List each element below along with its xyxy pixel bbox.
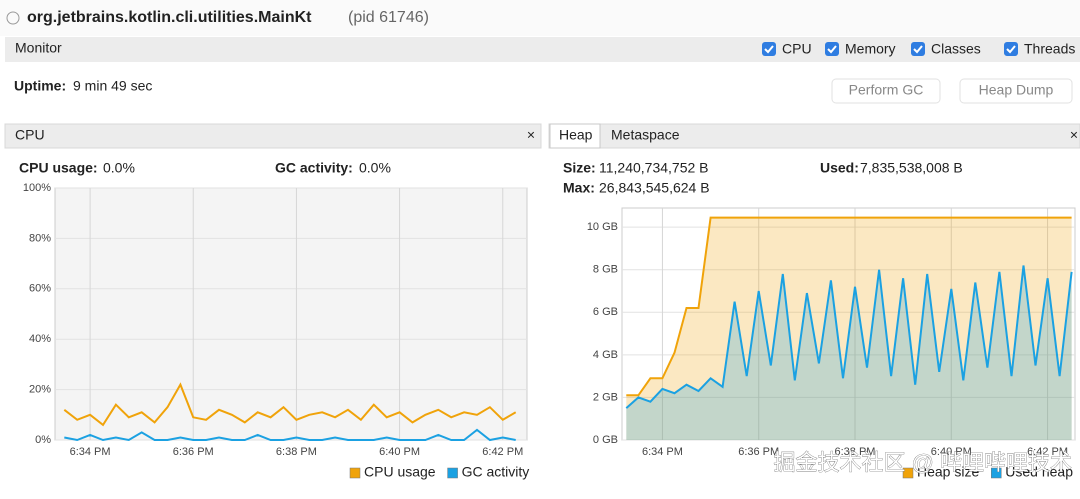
y-tick-label: 0% xyxy=(35,434,51,446)
stat-label: GC activity: xyxy=(275,160,353,176)
legend-swatch xyxy=(349,467,361,479)
process-title: org.jetbrains.kotlin.cli.utilities.MainK… xyxy=(27,9,312,26)
y-tick-label: 40% xyxy=(29,333,51,345)
legend-swatch xyxy=(447,467,458,479)
x-tick-label: 6:40 PM xyxy=(379,446,420,458)
checkmark xyxy=(764,45,774,54)
heap-dump-label[interactable]: Heap Dump xyxy=(979,82,1054,98)
stat-value: 0.0% xyxy=(359,160,391,176)
checkbox[interactable] xyxy=(762,42,776,56)
monitor-tab: Monitor xyxy=(15,40,62,56)
memory-tab-bar xyxy=(548,123,1080,149)
x-tick-label: 6:42 PM xyxy=(1027,446,1068,458)
series-line xyxy=(63,382,517,427)
x-tick-label: 6:36 PM xyxy=(173,446,214,458)
y-tick-label: 10 GB xyxy=(587,221,618,233)
cpu-tab-bar xyxy=(4,123,542,149)
monitor-bar xyxy=(5,37,1080,62)
x-tick-label: 6:38 PM xyxy=(835,446,876,458)
status-icon xyxy=(6,11,20,25)
legend-swatch xyxy=(991,467,1002,479)
perform-gc-button[interactable] xyxy=(831,78,941,104)
stat-label: Size: xyxy=(563,160,596,176)
stat-label: Used: xyxy=(820,160,859,176)
stat-value: 7,835,538,008 B xyxy=(860,160,963,176)
watermark: 掘金技术社区 @ 哔哩哔哩技术 xyxy=(773,450,1072,475)
checkmark xyxy=(827,45,837,54)
metaspace-tab[interactable]: Metaspace xyxy=(611,127,680,143)
checkbox-label[interactable]: Threads xyxy=(1024,41,1075,57)
checkbox[interactable] xyxy=(1004,42,1018,56)
y-tick-label: 0 GB xyxy=(593,434,618,446)
legend-label: GC activity xyxy=(462,464,530,480)
x-tick-label: 6:34 PM xyxy=(70,446,111,458)
x-tick-label: 6:36 PM xyxy=(738,446,779,458)
stat-label: Max: xyxy=(563,180,595,196)
legend-swatch xyxy=(902,467,914,479)
heap-tab-bg xyxy=(549,123,601,149)
y-tick-label: 8 GB xyxy=(593,264,618,276)
y-tick-label: 20% xyxy=(29,384,51,396)
x-tick-label: 6:34 PM xyxy=(642,446,683,458)
stat-value: 0.0% xyxy=(103,160,135,176)
legend-label: CPU usage xyxy=(364,464,436,480)
series-line xyxy=(625,265,1073,409)
cpu-tab[interactable]: CPU xyxy=(15,127,45,143)
close-button[interactable]: × xyxy=(527,127,535,143)
stat-value: 11,240,734,752 B xyxy=(599,160,709,176)
series-area xyxy=(626,265,1072,440)
checkmark xyxy=(913,45,923,54)
y-tick-label: 80% xyxy=(29,232,51,244)
checkbox[interactable] xyxy=(911,42,925,56)
process-pid: (pid 61746) xyxy=(348,9,429,26)
stat-label: CPU usage: xyxy=(19,160,98,176)
checkbox[interactable] xyxy=(825,42,839,56)
close-button[interactable]: × xyxy=(1070,127,1078,143)
checkmark xyxy=(1006,45,1016,54)
checkbox-label[interactable]: CPU xyxy=(782,41,812,57)
stat-value: 26,843,545,624 B xyxy=(599,180,710,196)
legend-label: Used heap xyxy=(1005,464,1073,480)
perform-gc-label[interactable]: Perform GC xyxy=(849,82,924,98)
heap-tab[interactable]: Heap xyxy=(559,127,593,143)
x-tick-label: 6:42 PM xyxy=(482,446,523,458)
y-tick-label: 4 GB xyxy=(593,349,618,361)
x-tick-label: 6:40 PM xyxy=(931,446,972,458)
series-line xyxy=(626,216,1072,397)
y-tick-label: 100% xyxy=(23,182,51,194)
x-tick-label: 6:38 PM xyxy=(276,446,317,458)
heap-dump-button[interactable] xyxy=(959,78,1073,104)
y-tick-label: 60% xyxy=(29,283,51,295)
uptime-value: 9 min 49 sec xyxy=(73,78,152,94)
plot-area xyxy=(54,187,528,441)
y-tick-label: 2 GB xyxy=(593,391,618,403)
legend-label: Heap size xyxy=(917,464,979,480)
checkbox-label[interactable]: Classes xyxy=(931,41,981,57)
checkbox-label[interactable]: Memory xyxy=(845,41,896,57)
y-tick-label: 6 GB xyxy=(593,306,618,318)
title-bar xyxy=(0,0,1080,36)
plot-area xyxy=(621,207,1076,441)
series-line xyxy=(64,428,516,442)
uptime-label: Uptime: xyxy=(14,78,66,94)
